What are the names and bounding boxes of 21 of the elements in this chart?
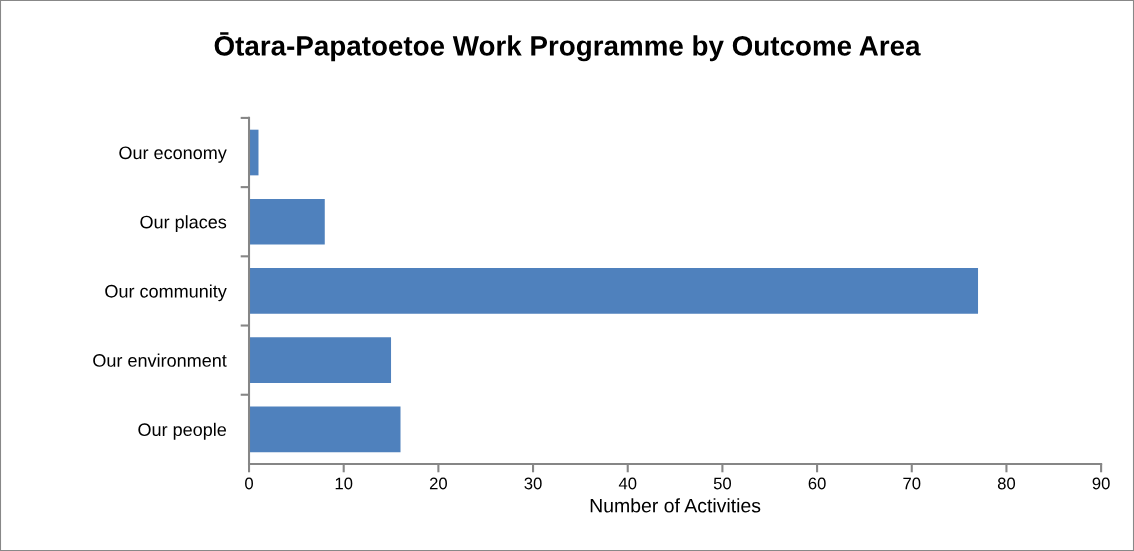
x-tick-label: 10	[335, 477, 353, 490]
chart-title: Ōtara-Papatoetoe Work Programme by Outcome Area	[214, 32, 921, 62]
y-tick-label: Our community	[105, 284, 227, 302]
bar	[249, 337, 392, 383]
x-tick-label: 70	[903, 477, 921, 490]
y-tick-label: Our people	[138, 422, 227, 440]
bar	[249, 406, 401, 453]
x-tick-label: 80	[997, 477, 1016, 490]
y-tick-label: Our environment	[93, 353, 227, 367]
x-axis-title: Number of Activities	[590, 498, 761, 513]
x-tick-label: 30	[524, 477, 542, 490]
x-tick-label: 90	[1092, 477, 1110, 490]
x-tick-label: 20	[429, 477, 447, 490]
y-tick-label: Our economy	[119, 146, 227, 163]
x-tick-label: 40	[618, 477, 637, 490]
bar	[249, 198, 325, 245]
bar	[249, 268, 979, 314]
x-tick-label: 50	[713, 477, 732, 490]
y-tick-label: Our places	[140, 215, 227, 233]
x-tick-label: 0	[245, 477, 254, 490]
x-tick-label: 60	[808, 477, 826, 490]
